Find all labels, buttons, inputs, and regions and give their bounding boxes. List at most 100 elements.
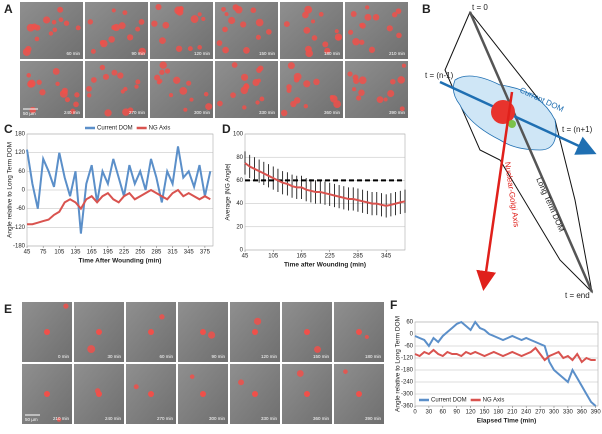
- cell-blob: [126, 34, 134, 41]
- cell-blob: [87, 19, 94, 25]
- cell-blob: [256, 78, 261, 83]
- cell-blob: [173, 76, 181, 84]
- y-tick-label: -240: [401, 380, 414, 386]
- cell-blob: [311, 35, 318, 41]
- cell-blob: [296, 370, 304, 377]
- cell-blob: [157, 78, 163, 84]
- cell-blob: [36, 79, 42, 85]
- cell-blob: [376, 96, 384, 103]
- cell-blob: [265, 29, 272, 35]
- cell-blob: [364, 13, 372, 21]
- cell-blob: [304, 391, 310, 397]
- series-line: [244, 162, 406, 207]
- y-tick-label: -180: [401, 368, 414, 374]
- cell-blob: [391, 12, 398, 18]
- golgi: [508, 120, 516, 128]
- cell-blob: [287, 62, 295, 70]
- x-tick-label: 150: [479, 410, 490, 416]
- cell-blob: [26, 73, 32, 78]
- cell-blob: [73, 101, 79, 108]
- long-term-dom-line: [468, 11, 594, 293]
- cell-blob: [134, 84, 139, 89]
- cell-blob: [56, 417, 62, 422]
- ng-axis-arrow: [476, 91, 514, 291]
- cell-blob: [159, 61, 167, 69]
- cell-blob: [257, 65, 264, 72]
- cell-blob: [222, 46, 229, 54]
- cell-blob: [117, 72, 124, 79]
- time-label: 150 min: [259, 51, 276, 56]
- panel-letter: E: [4, 302, 12, 316]
- time-label: 180 min: [365, 354, 382, 359]
- x-tick-label: 105: [54, 250, 65, 256]
- cell-blob: [383, 97, 388, 102]
- cell-blob: [164, 68, 171, 74]
- track-outline: [444, 11, 593, 294]
- cell-blob: [168, 93, 174, 98]
- x-axis-label: Time After Wounding (min): [79, 258, 162, 265]
- y-tick-label: 60: [236, 178, 243, 184]
- time-label: 360 min: [313, 416, 330, 421]
- panel-letter: D: [222, 122, 231, 136]
- cell-blob: [186, 80, 192, 86]
- x-tick-label: 180: [493, 410, 504, 416]
- cell-blob: [57, 6, 64, 13]
- time-label: 120 min: [194, 51, 211, 56]
- x-axis-label: Time after Wounding (min): [284, 262, 366, 269]
- x-tick-label: 270: [535, 410, 546, 416]
- cell-blob: [356, 95, 362, 101]
- time-label: 30 min: [107, 354, 121, 359]
- time-label: 360 min: [324, 110, 341, 115]
- x-tick-label: 120: [466, 410, 477, 416]
- x-tick-label: 390: [591, 410, 602, 416]
- cell-blob: [243, 47, 250, 54]
- cell-blob: [350, 11, 357, 17]
- cell-blob: [203, 91, 209, 97]
- y-axis-label: Average |NG Angle|: [225, 163, 232, 220]
- cell-blob: [52, 27, 58, 33]
- cell-blob: [200, 391, 206, 397]
- series-line: [414, 320, 597, 407]
- diagram-label: t = end: [565, 291, 590, 300]
- cell-blob: [138, 47, 146, 56]
- cell-blob: [390, 78, 396, 85]
- cell-blob: [135, 79, 141, 85]
- schematic: t = 0 t = (n-1) Current DOM t = (n+1) Lo…: [425, 3, 597, 300]
- time-label: 330 min: [259, 110, 276, 115]
- diagram-label: t = (n-1): [425, 71, 454, 80]
- cell-blob: [243, 83, 250, 90]
- diagram-label: t = 0: [472, 3, 488, 12]
- cell-blob: [159, 69, 165, 75]
- cell-blob: [96, 391, 102, 397]
- cell-blob: [386, 25, 393, 32]
- cell-blob: [189, 374, 195, 379]
- micrograph: [85, 61, 148, 118]
- cell-blob: [303, 104, 308, 109]
- cell-blob: [401, 63, 406, 68]
- cell-blob: [96, 329, 102, 335]
- x-tick-label: 165: [296, 254, 307, 260]
- cell-blob: [283, 21, 290, 28]
- cell-blob: [29, 106, 37, 114]
- cell-blob: [313, 78, 320, 86]
- x-tick-label: 345: [381, 254, 392, 260]
- cell-blob: [175, 45, 183, 52]
- plot-area: [414, 321, 599, 407]
- cell-blob: [293, 72, 302, 81]
- cell-blob: [303, 80, 311, 88]
- cell-blob: [43, 16, 51, 24]
- y-tick-label: -120: [401, 356, 414, 362]
- time-label: 180 min: [324, 51, 341, 56]
- cell-blob: [252, 329, 258, 335]
- cell-blob: [39, 89, 46, 96]
- y-tick-label: 0: [240, 248, 244, 254]
- cell-blob: [302, 11, 309, 19]
- time-label: 90 min: [211, 354, 225, 359]
- y-tick-label: 60: [18, 169, 25, 175]
- x-tick-label: 60: [439, 410, 446, 416]
- cell-blob: [118, 22, 126, 30]
- cell-blob: [255, 34, 261, 40]
- cell-blob: [122, 10, 128, 16]
- cell-blob: [100, 39, 108, 48]
